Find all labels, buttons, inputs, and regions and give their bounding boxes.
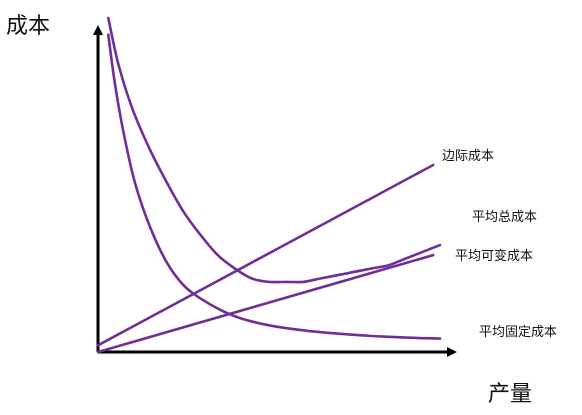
marginal-cost-label: 边际成本 [442, 149, 494, 164]
average-variable-cost-curve [96, 253, 435, 354]
axes [93, 25, 457, 357]
x-axis-label: 产量 [488, 382, 532, 407]
curves-group [96, 16, 442, 354]
average-variable-cost-label: 平均可变成本 [455, 248, 533, 264]
average-total-cost-label: 平均总成本 [472, 210, 537, 225]
average-fixed-cost-label: 平均固定成本 [479, 325, 557, 340]
marginal-cost-curve [96, 163, 435, 347]
average-fixed-cost-curve [107, 33, 442, 340]
average-total-cost-curve [107, 16, 442, 284]
y-axis-label: 成本 [6, 14, 50, 39]
